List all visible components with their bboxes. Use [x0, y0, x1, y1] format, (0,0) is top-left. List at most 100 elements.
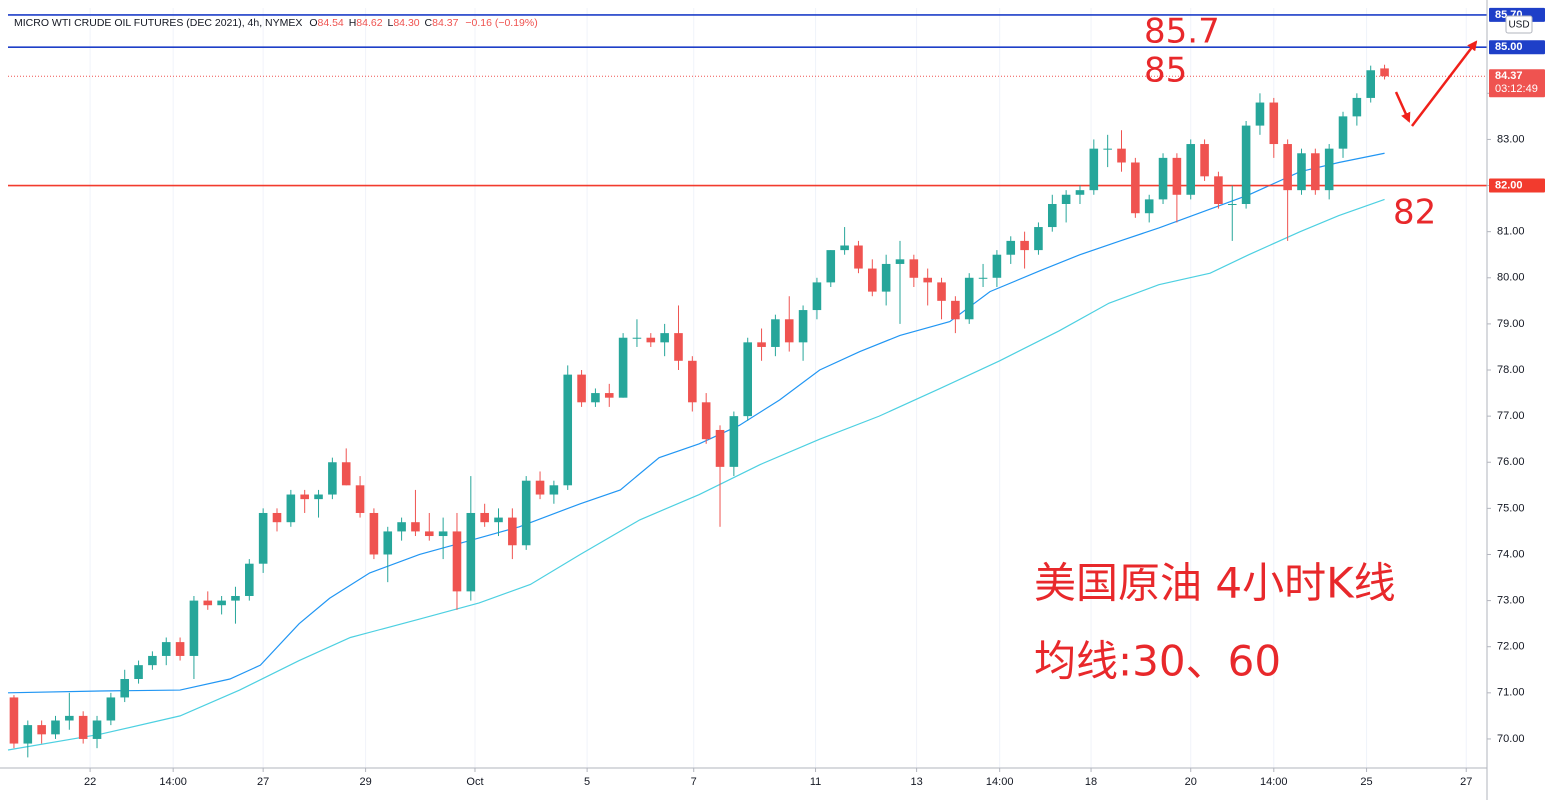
- candle-body: [978, 277, 988, 279]
- candle-body: [674, 333, 683, 361]
- grid: [89, 8, 1467, 768]
- candle-body: [812, 282, 822, 311]
- annotation: 85: [1144, 51, 1187, 91]
- candle-body: [355, 485, 365, 513]
- x-tick-label: 14:00: [986, 776, 1014, 788]
- candle-body: [1255, 102, 1265, 126]
- candle-body: [937, 282, 946, 301]
- candle-body: [92, 720, 102, 739]
- moving-averages: [7, 152, 1385, 751]
- moving-average-line: [7, 198, 1385, 751]
- candle-body: [1324, 148, 1334, 191]
- candle-body: [1103, 148, 1112, 150]
- candle-body: [826, 250, 836, 283]
- candle-body: [438, 531, 448, 537]
- candle-body: [1117, 148, 1126, 163]
- candle-body: [688, 360, 697, 403]
- change: −0.16 (−0.19%): [465, 17, 537, 29]
- candle-body: [272, 512, 282, 523]
- candle-body: [328, 462, 337, 495]
- candle-body: [1366, 70, 1375, 98]
- candle-body: [203, 600, 213, 606]
- y-tick-label: 73.00: [1497, 595, 1525, 607]
- candle-body: [314, 494, 323, 500]
- price-tag-label: 84.37: [1495, 70, 1523, 82]
- price-tag-label: 85.00: [1495, 41, 1523, 53]
- x-tick-label: 14:00: [159, 776, 187, 788]
- candle-body: [106, 697, 116, 721]
- candle-body: [784, 319, 794, 343]
- candle-body: [646, 337, 656, 343]
- price-tag: [1489, 178, 1545, 193]
- annotation: 82: [1393, 193, 1436, 233]
- y-tick-label: 75.00: [1497, 502, 1525, 514]
- candle-body: [951, 300, 960, 320]
- candle-body: [1172, 157, 1182, 195]
- candle-body: [840, 245, 849, 251]
- x-tick-label: 29: [359, 776, 371, 788]
- candle-body: [1131, 162, 1140, 214]
- candle-body: [1241, 125, 1251, 204]
- candle-body: [798, 310, 808, 343]
- candle-body: [424, 531, 434, 537]
- candle-body: [992, 254, 1002, 278]
- candle-body: [383, 531, 393, 555]
- x-tick-label: 20: [1185, 776, 1197, 788]
- candle-body: [37, 725, 46, 735]
- candle-body: [300, 494, 309, 500]
- candle-body: [245, 563, 254, 596]
- candle-body: [1061, 194, 1071, 204]
- price-tag-label: 82.00: [1495, 179, 1523, 191]
- candle-body: [923, 277, 932, 283]
- candle-body: [1034, 227, 1043, 251]
- candle-body: [1006, 240, 1016, 255]
- candle-body: [854, 245, 863, 269]
- y-tick-label: 74.00: [1497, 548, 1525, 560]
- candle-body: [632, 337, 642, 339]
- candle-body: [231, 595, 240, 601]
- countdown: 03:12:49: [1495, 83, 1538, 95]
- candle-body: [175, 642, 185, 656]
- candle-body: [1297, 153, 1306, 191]
- candle-body: [161, 642, 171, 656]
- candle-body: [411, 522, 420, 532]
- y-tick-label: 77.00: [1497, 410, 1525, 422]
- currency-box: [1505, 15, 1533, 34]
- price-tag: [1489, 69, 1545, 98]
- x-tick-label: 11: [810, 776, 821, 788]
- candle-body: [23, 725, 33, 744]
- candle-body: [1089, 148, 1099, 191]
- candle-body: [895, 259, 905, 264]
- candle-body: [964, 277, 974, 320]
- y-tick-label: 76.00: [1497, 456, 1525, 468]
- candle-body: [1269, 102, 1279, 145]
- annotation: 85.7: [1144, 12, 1220, 52]
- y-tick-label: 83.00: [1497, 133, 1525, 145]
- candle-body: [563, 374, 573, 486]
- ohlc-key: O: [309, 17, 317, 29]
- x-tick-label: 5: [584, 776, 590, 788]
- ohlc-value: 84.62: [356, 17, 382, 29]
- candle-body: [341, 462, 351, 486]
- y-tick-label: 79.00: [1497, 318, 1525, 330]
- candle-body: [1144, 199, 1154, 214]
- candle-body: [1338, 116, 1348, 149]
- symbol-title: MICRO WTI CRUDE OIL FUTURES (DEC 2021), …: [14, 17, 302, 29]
- candle-body: [771, 319, 780, 347]
- ohlc-key: C: [425, 17, 433, 29]
- candle-body: [494, 517, 503, 523]
- candle-body: [1214, 176, 1223, 204]
- candle-body: [1311, 153, 1320, 191]
- candle-body: [148, 655, 157, 666]
- y-tick-label: 81.00: [1497, 226, 1525, 238]
- annotation: 美国原油 4小时K线: [1034, 559, 1396, 608]
- candle-body: [134, 665, 143, 679]
- ohlc-key: L: [388, 17, 394, 29]
- candle-body: [729, 416, 739, 467]
- candle-body: [1186, 144, 1196, 195]
- y-tick-label: 70.00: [1497, 733, 1525, 745]
- candle-body: [466, 512, 476, 592]
- x-tick-label: 22: [84, 776, 96, 788]
- candle-body: [65, 715, 74, 721]
